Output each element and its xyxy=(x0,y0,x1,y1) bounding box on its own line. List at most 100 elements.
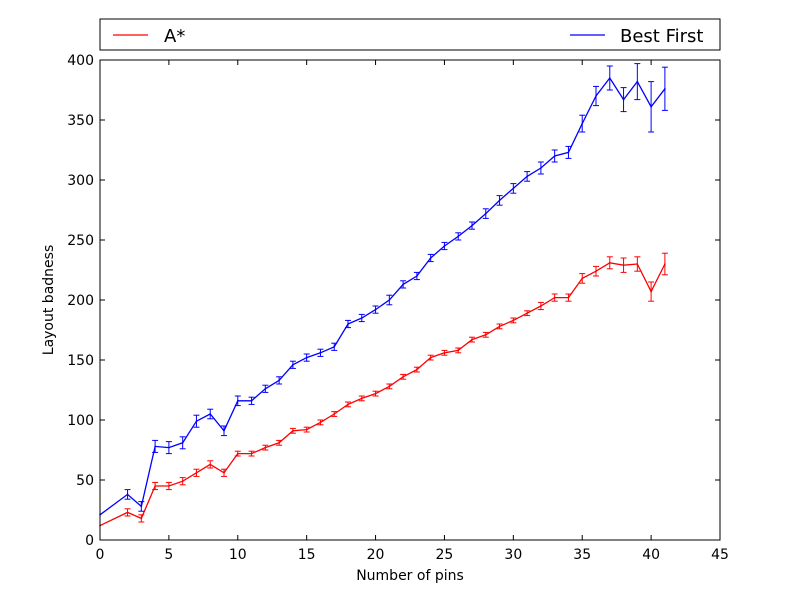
data-point xyxy=(347,403,349,406)
data-point xyxy=(484,334,487,336)
data-point xyxy=(622,98,625,101)
data-point xyxy=(236,452,239,455)
data-point xyxy=(608,262,611,264)
data-point xyxy=(292,430,294,432)
data-point xyxy=(581,277,584,280)
series-layer xyxy=(99,63,668,527)
data-point xyxy=(402,283,404,286)
series-best-first xyxy=(99,63,668,516)
data-point xyxy=(388,385,391,388)
data-point xyxy=(471,224,473,227)
data-point xyxy=(319,421,322,424)
data-point xyxy=(223,430,225,432)
data-point xyxy=(429,257,432,259)
data-point xyxy=(223,472,225,474)
legend: A* Best First xyxy=(99,18,721,51)
data-point xyxy=(250,400,253,402)
y-tick-label: 250 xyxy=(67,233,94,249)
x-tick-label: 25 xyxy=(436,547,454,563)
data-point xyxy=(360,397,363,400)
data-point xyxy=(278,442,280,444)
data-point xyxy=(498,199,501,202)
data-point xyxy=(650,290,652,293)
data-point xyxy=(236,400,239,402)
data-point xyxy=(374,308,377,311)
x-tick-label: 40 xyxy=(642,547,660,563)
data-point xyxy=(209,413,212,415)
data-point xyxy=(168,485,170,487)
data-point xyxy=(581,122,584,125)
legend-frame xyxy=(99,18,721,51)
data-point xyxy=(443,245,446,247)
x-tick-label: 0 xyxy=(96,547,105,563)
data-point xyxy=(209,463,212,466)
data-point xyxy=(416,368,418,371)
y-tick-label: 350 xyxy=(67,113,94,129)
data-point xyxy=(595,270,597,273)
data-point xyxy=(595,95,597,97)
data-point xyxy=(195,472,198,474)
data-point xyxy=(416,275,418,277)
data-point xyxy=(484,212,487,215)
x-tick-label: 35 xyxy=(573,547,591,563)
data-point xyxy=(567,151,570,154)
data-point xyxy=(402,376,404,378)
x-tick-label: 20 xyxy=(367,547,385,563)
data-point xyxy=(360,317,363,319)
y-tick-label: 150 xyxy=(67,353,94,369)
data-point xyxy=(664,263,666,265)
x-tick-label: 5 xyxy=(164,547,173,563)
data-point xyxy=(154,485,156,487)
data-point xyxy=(374,392,377,395)
data-point xyxy=(264,446,267,449)
data-point xyxy=(181,480,184,483)
y-tick-label: 400 xyxy=(67,53,94,69)
data-point xyxy=(126,493,129,496)
data-point xyxy=(540,305,542,307)
data-point xyxy=(636,80,639,83)
data-point xyxy=(154,445,156,448)
x-tick-label: 45 xyxy=(711,547,729,563)
x-tick-label: 30 xyxy=(504,547,522,563)
data-point xyxy=(140,505,143,508)
data-point xyxy=(567,296,570,299)
legend-label-best-first: Best First xyxy=(620,26,703,47)
y-tick-label: 100 xyxy=(67,413,94,429)
y-tick-label: 300 xyxy=(67,173,94,189)
data-point xyxy=(305,428,308,431)
data-point xyxy=(181,442,184,444)
y-tick-label: 200 xyxy=(67,293,94,309)
data-point xyxy=(512,187,515,190)
y-tick-label: 0 xyxy=(85,533,94,549)
data-point xyxy=(636,263,639,265)
y-axis-title: Layout badness xyxy=(41,245,57,355)
y-tick-label: 50 xyxy=(76,473,94,489)
x-tick-label: 10 xyxy=(229,547,247,563)
plot-frame xyxy=(99,59,721,541)
data-point xyxy=(168,446,170,449)
data-point xyxy=(650,106,652,108)
data-point xyxy=(457,349,460,352)
data-point xyxy=(195,420,198,423)
data-point xyxy=(250,452,253,455)
data-point xyxy=(140,517,143,520)
x-tick-label: 15 xyxy=(298,547,316,563)
data-point xyxy=(526,175,528,178)
data-point xyxy=(333,346,336,348)
data-point xyxy=(126,511,129,514)
series-a xyxy=(99,252,668,527)
data-point xyxy=(526,312,528,315)
data-point xyxy=(278,379,280,382)
data-point xyxy=(264,388,267,390)
data-point xyxy=(553,296,556,299)
data-point xyxy=(471,338,473,341)
data-point xyxy=(333,413,336,415)
legend-label-a-star: A* xyxy=(164,26,185,47)
data-point xyxy=(292,364,294,366)
data-point xyxy=(388,299,391,301)
data-point xyxy=(622,264,625,267)
data-point xyxy=(319,352,322,354)
data-point xyxy=(498,325,501,328)
x-axis-title: Number of pins xyxy=(356,568,464,584)
data-point xyxy=(553,155,556,157)
